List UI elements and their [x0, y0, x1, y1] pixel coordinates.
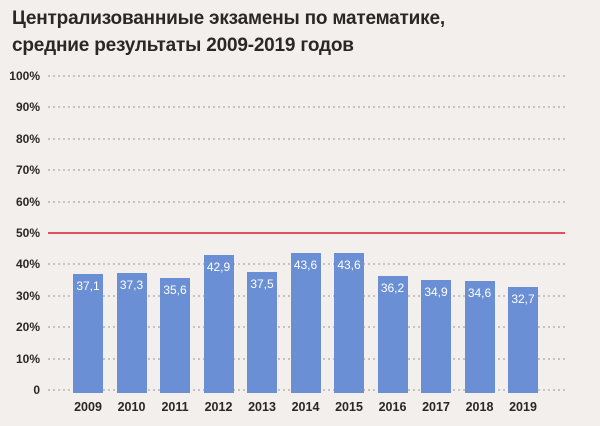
x-tick-label-2012: 2012: [204, 400, 233, 414]
reference-line-50pct: [48, 232, 565, 234]
bar-2015: 43,6: [334, 253, 364, 393]
x-tick-label-2018: 2018: [465, 400, 494, 414]
chart-title: Централизованниые экзамены по математике…: [12, 5, 445, 59]
bar-value-label: 34,6: [467, 286, 492, 301]
bar-2009: 37,1: [73, 273, 103, 393]
gridline-100: [48, 75, 565, 77]
bar-2011: 35,6: [160, 278, 190, 393]
gridline-60: [48, 200, 565, 203]
y-tick-label: 0: [33, 383, 40, 397]
gridline-70: [48, 169, 565, 172]
x-tick-label-2013: 2013: [248, 400, 276, 414]
bar-value-label: 43,6: [293, 258, 318, 273]
y-tick-label: 90%: [15, 100, 40, 115]
gridline-90: [48, 106, 565, 109]
bar-2017: 34,9: [421, 280, 451, 393]
x-tick-label-2016: 2016: [378, 400, 407, 414]
y-tick-label: 80%: [15, 131, 40, 146]
x-tick-label-2014: 2014: [291, 400, 320, 414]
bar-2012: 42,9: [203, 255, 234, 393]
bar-2019: 32,7: [508, 287, 538, 393]
y-tick-label: 50%: [15, 226, 40, 240]
bar-value-label: 37,1: [76, 278, 100, 293]
bar-value-label: 43,6: [337, 258, 361, 273]
bar-2016: 36,2: [377, 276, 408, 393]
y-tick-label: 60%: [15, 194, 40, 209]
x-tick-label-2015: 2015: [335, 400, 363, 414]
y-tick-label: 40%: [15, 257, 40, 272]
bar-2018: 34,6: [464, 281, 495, 393]
x-tick-label-2010: 2010: [117, 400, 146, 414]
y-tick-label: 20%: [15, 320, 40, 335]
bar-2010: 37,3: [116, 272, 147, 393]
bar-value-label: 35,6: [163, 283, 187, 298]
x-tick-label-2017: 2017: [422, 400, 450, 414]
bar-value-label: 37,5: [250, 277, 274, 292]
bar-value-label: 32,7: [511, 292, 535, 307]
y-tick-label: 70%: [15, 163, 40, 178]
bar-value-label: 37,3: [119, 277, 144, 292]
x-tick-label-2009: 2009: [74, 400, 102, 414]
y-tick-label: 30%: [15, 288, 40, 303]
x-tick-label-2011: 2011: [161, 400, 189, 414]
gridline-80: [48, 137, 565, 140]
bar-value-label: 34,9: [424, 285, 448, 300]
x-tick-label-2019: 2019: [509, 400, 537, 414]
bar-2013: 37,5: [247, 272, 277, 393]
y-tick-label: 100%: [9, 69, 40, 83]
bar-2014: 43,6: [290, 253, 321, 393]
chart-title-line1: Централизованниые экзамены по математике…: [12, 8, 445, 29]
bar-value-label: 36,2: [380, 281, 405, 296]
chart-title-line2: средние результаты 2009-2019 годов: [12, 35, 354, 56]
y-tick-label: 10%: [15, 351, 40, 366]
bar-value-label: 42,9: [206, 260, 231, 275]
